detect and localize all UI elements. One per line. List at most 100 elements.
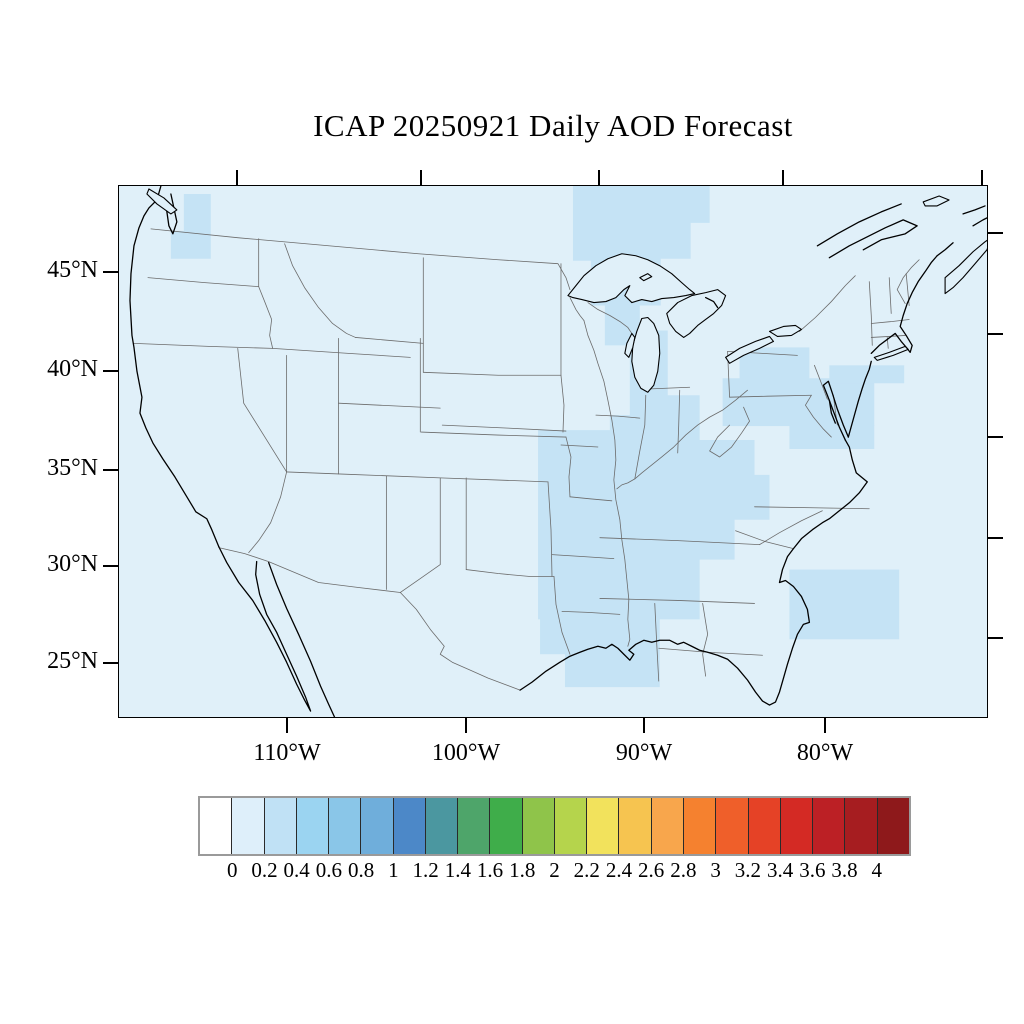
colorbar-cell (586, 798, 619, 854)
colorbar-tick-label: 1.2 (412, 858, 439, 882)
top-tick (236, 170, 238, 185)
chesapeake-inner (828, 399, 836, 424)
colorbar-cell (844, 798, 877, 854)
lat-axis-label: 35°N (47, 455, 98, 481)
isle-royale (639, 273, 653, 282)
colorbar-cell (263, 798, 296, 854)
right-tick (988, 436, 1003, 438)
chesapeake-bay (822, 380, 849, 441)
right-tick (988, 333, 1003, 335)
bay-of-fundy (936, 242, 954, 257)
colorbar-tick-label: 0.2 (251, 858, 278, 882)
aod-patch-mississippi-valley (538, 330, 770, 688)
aod-patch-virginia (789, 425, 875, 450)
colorbar-cell (553, 798, 587, 854)
colorbar-cell (715, 798, 748, 854)
colorbar-tick-label: 0.6 (315, 858, 343, 882)
right-tick (988, 637, 1003, 639)
lat-tick (103, 565, 118, 567)
colorbar-tick-label: 3.2 (734, 858, 761, 882)
colorbar-cell (618, 798, 651, 854)
colorbar-cell (779, 798, 813, 854)
colorbar-tick-label: 2 (549, 858, 560, 882)
top-tick (782, 170, 784, 185)
green-bay (624, 332, 636, 358)
mexico-gulf-of-california-coast (268, 561, 336, 717)
lat-axis-label: 25°N (47, 648, 98, 674)
cape-breton (962, 205, 987, 227)
colorbar-cell (328, 798, 361, 854)
georgian-bay-line (704, 296, 719, 309)
colorbar-cell (231, 798, 264, 854)
great-lakes (567, 253, 802, 393)
colorbar-cell (424, 798, 458, 854)
plot-title: ICAP 20250921 Daily AOD Forecast (313, 108, 793, 143)
new-england-coast (870, 255, 938, 355)
us-map-svg (119, 186, 987, 717)
colorbar-tick-label: 1 (388, 858, 399, 882)
lon-tick (643, 718, 645, 733)
gulf-and-atlantic-coast (519, 439, 868, 706)
baja-california (218, 545, 312, 712)
lat-axis-label: 40°N (47, 356, 98, 382)
colorbar-tick-label: 3.6 (799, 858, 826, 882)
right-tick (988, 232, 1003, 234)
colorbar-tick-label: 2.6 (638, 858, 665, 882)
top-tick (420, 170, 422, 185)
colorbar-tick-label: 0.8 (348, 858, 375, 882)
pacific-coast (129, 186, 220, 548)
colorbar-tick-label: 4 (871, 858, 883, 882)
colorbar-tick-label: 2.8 (670, 858, 697, 882)
lake-huron (666, 289, 727, 338)
lake-ontario (768, 324, 802, 337)
colorbar (198, 796, 911, 856)
colorbar-cell (876, 798, 909, 854)
colorbar-cell (812, 798, 845, 854)
colorbar-cell (360, 798, 393, 854)
lon-tick (824, 718, 826, 733)
lat-axis-label: 45°N (47, 257, 98, 283)
coastlines (129, 186, 987, 717)
delmarva-nj-coast (847, 360, 872, 438)
lat-tick (103, 469, 118, 471)
colorbar-tick-label: 2.2 (573, 858, 600, 882)
aod-patch-midatlantic (722, 378, 875, 427)
top-tick (598, 170, 600, 185)
gaspe-peninsula (828, 219, 918, 259)
colorbar-tick-label: 2.4 (605, 858, 633, 882)
state-borders (133, 228, 920, 691)
colorbar-cell (682, 798, 716, 854)
lon-tick (465, 718, 467, 733)
colorbar-cell (200, 798, 232, 854)
colorbar-tick-label: 3.8 (831, 858, 858, 882)
colorbar-cell (521, 798, 554, 854)
lat-tick (103, 271, 118, 273)
lat-axis-label: 30°N (47, 551, 98, 577)
st-lawrence-north-shore (816, 203, 902, 247)
lon-axis-label: 110°W (253, 740, 321, 766)
lon-axis-label: 100°W (431, 740, 501, 766)
lat-tick (103, 662, 118, 664)
colorbar-tick-label: 1.8 (509, 858, 536, 882)
anticosti-island (922, 195, 950, 207)
lon-axis-label: 90°W (615, 740, 673, 766)
colorbar-cell (392, 798, 425, 854)
colorbar-tick-label: 1.6 (476, 858, 504, 882)
colorbar-tick-label: 3.4 (766, 858, 794, 882)
colorbar-tick-label: 0.4 (283, 858, 310, 882)
colorbar-tick-label: 0 (226, 858, 238, 882)
colorbar-cell (489, 798, 522, 854)
aod-patch-seattle (170, 193, 211, 259)
lake-erie (725, 335, 775, 364)
right-tick (988, 537, 1003, 539)
colorbar-cell (295, 798, 329, 854)
colorbar-tick-label: 3 (710, 858, 721, 882)
lon-axis-label: 80°W (796, 740, 854, 766)
nova-scotia (944, 239, 987, 295)
lon-tick (286, 718, 288, 733)
vancouver-island (146, 188, 178, 215)
colorbar-cell (457, 798, 490, 854)
top-tick (981, 170, 983, 185)
lake-superior (567, 253, 696, 304)
